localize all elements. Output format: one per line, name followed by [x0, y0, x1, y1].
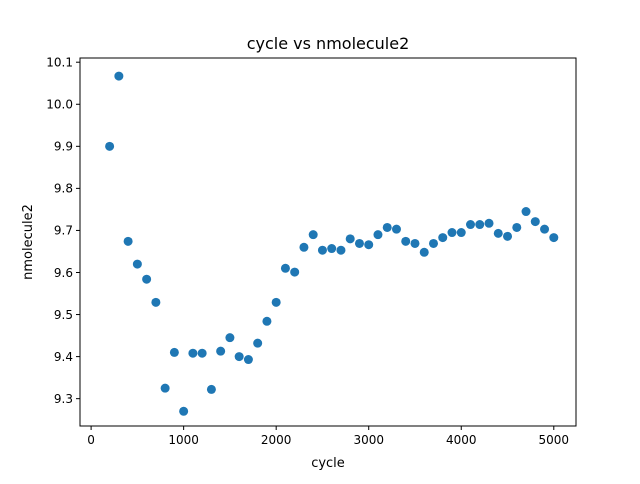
y-tick-label: 9.6 [54, 266, 73, 280]
data-point [354, 238, 364, 248]
data-point [243, 355, 253, 365]
data-point [169, 347, 179, 357]
data-point [253, 338, 263, 348]
data-point [160, 383, 170, 393]
y-tick-label: 9.7 [54, 224, 73, 238]
data-point [466, 220, 476, 230]
y-tick-label: 9.4 [54, 350, 73, 364]
data-point [280, 263, 290, 273]
y-tick-label: 10.1 [46, 56, 73, 70]
data-point [345, 234, 355, 244]
y-axis-label: nmolecule2 [21, 204, 36, 280]
x-axis-label: cycle [311, 456, 345, 471]
data-point [401, 236, 411, 246]
y-tick-label: 9.5 [54, 308, 73, 322]
data-point [521, 207, 531, 217]
x-axis-ticks: 0 1000 2000 3000 4000 5000 [87, 426, 569, 447]
data-point [197, 348, 207, 358]
data-point [530, 217, 540, 227]
x-tick-label: 3000 [353, 433, 384, 447]
y-tick-label: 9.3 [54, 392, 73, 406]
data-point [540, 224, 550, 234]
data-point [179, 406, 189, 416]
x-tick-label: 5000 [539, 433, 570, 447]
y-axis-ticks: 9.3 9.4 9.5 9.6 9.7 9.8 9.9 10.0 10.1 [46, 56, 80, 406]
y-tick-label: 9.9 [54, 140, 73, 154]
data-point [438, 233, 448, 243]
data-point [290, 267, 300, 277]
data-point [419, 247, 429, 257]
data-point [317, 245, 327, 255]
data-point [410, 238, 420, 248]
data-point [475, 220, 485, 230]
data-point [234, 352, 244, 362]
data-point [206, 384, 216, 394]
data-point [225, 333, 235, 343]
data-point [188, 348, 198, 358]
x-tick-label: 1000 [168, 433, 199, 447]
data-point [336, 245, 346, 255]
data-point [262, 316, 272, 326]
data-points [105, 71, 559, 416]
data-point [382, 222, 392, 232]
data-point [428, 238, 438, 248]
data-point [364, 240, 374, 250]
data-point [503, 231, 513, 241]
data-point [512, 222, 522, 232]
data-point [132, 259, 142, 269]
data-point [447, 228, 457, 238]
data-point [484, 218, 494, 228]
data-point [327, 244, 337, 254]
data-point [151, 297, 161, 307]
data-point [299, 242, 309, 252]
y-tick-label: 10.0 [46, 98, 73, 112]
data-point [114, 71, 124, 81]
data-point [105, 141, 115, 151]
data-point [142, 274, 152, 284]
plot-frame [79, 57, 577, 427]
x-tick-label: 2000 [261, 433, 292, 447]
chart-title: cycle vs nmolecule2 [247, 34, 410, 53]
data-point [549, 233, 559, 243]
data-point [271, 297, 281, 307]
data-point [123, 236, 133, 246]
y-tick-label: 9.8 [54, 182, 73, 196]
data-point [493, 228, 503, 238]
data-point [456, 228, 466, 238]
data-point [391, 224, 401, 234]
data-point [373, 230, 383, 240]
data-point [308, 230, 318, 240]
x-tick-label: 4000 [446, 433, 477, 447]
data-point [216, 346, 226, 356]
x-tick-label: 0 [87, 433, 95, 447]
